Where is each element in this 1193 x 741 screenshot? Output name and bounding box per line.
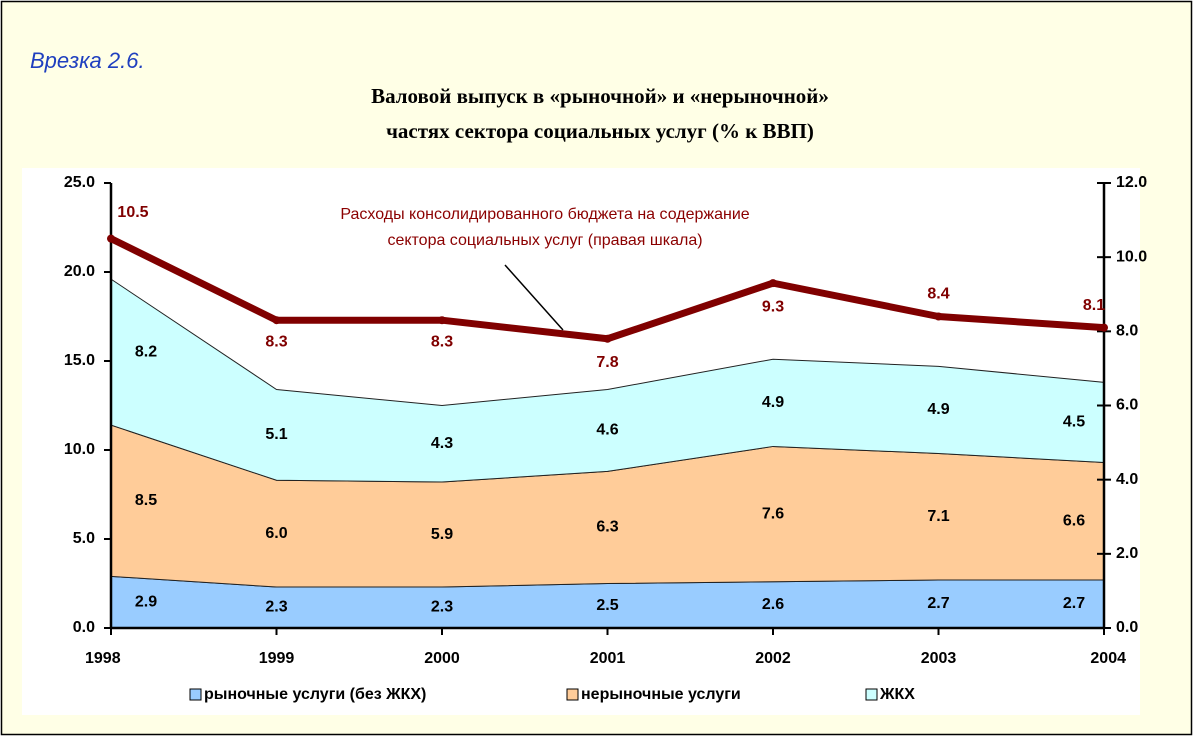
- data-label: 6.3: [596, 519, 618, 536]
- line-label: 8.4: [927, 286, 949, 303]
- legend-label: рыночные услуги (без ЖКХ): [204, 686, 426, 703]
- chart-title: Валовой выпуск в «рыночной» и «нерыночно…: [371, 84, 829, 108]
- data-label: 4.9: [927, 401, 949, 418]
- box-title: Врезка 2.6.: [30, 48, 145, 73]
- line-label: 8.3: [265, 333, 287, 350]
- data-label: 4.6: [596, 422, 618, 439]
- line-point: [1100, 323, 1108, 332]
- data-label: 2.7: [927, 595, 949, 612]
- x-tick-label: 2004: [1090, 650, 1126, 667]
- legend-label: ЖКХ: [879, 686, 915, 703]
- data-label: 2.6: [762, 596, 784, 613]
- y2-tick-label: 4.0: [1116, 471, 1138, 488]
- y-tick-label: 15.0: [64, 352, 95, 369]
- x-tick-label: 2002: [755, 650, 791, 667]
- annotation: Расходы консолидированного бюджета на со…: [340, 206, 749, 223]
- line-point: [769, 279, 777, 288]
- chart-title: частях сектора социальных услуг (% к ВВП…: [386, 119, 814, 143]
- data-label: 7.6: [762, 505, 784, 522]
- data-label: 4.9: [762, 394, 784, 411]
- line-point: [603, 334, 612, 343]
- data-label: 6.0: [265, 525, 287, 542]
- y2-tick-label: 10.0: [1116, 248, 1147, 265]
- line-point: [272, 316, 281, 325]
- line-label: 8.1: [1083, 297, 1105, 314]
- legend-swatch: [566, 688, 579, 701]
- y2-tick-label: 2.0: [1116, 545, 1138, 562]
- line-point: [107, 234, 115, 243]
- data-label: 5.1: [265, 426, 287, 443]
- line-point: [438, 316, 446, 325]
- y2-tick-label: 6.0: [1116, 397, 1138, 414]
- line-label: 10.5: [117, 204, 148, 221]
- line-point: [934, 312, 943, 321]
- legend-swatch: [865, 688, 878, 701]
- y2-tick-label: 12.0: [1116, 174, 1147, 191]
- data-label: 2.3: [431, 599, 453, 616]
- legend-label: нерыночные услуги: [581, 686, 741, 703]
- data-label: 8.5: [135, 492, 157, 509]
- y-tick-label: 20.0: [64, 263, 95, 280]
- line-label: 8.3: [431, 333, 453, 350]
- data-label: 2.3: [265, 599, 287, 616]
- data-label: 2.7: [1063, 595, 1085, 612]
- y2-tick-label: 8.0: [1116, 323, 1138, 340]
- data-label: 8.2: [135, 343, 157, 360]
- y-tick-label: 10.0: [64, 441, 95, 458]
- data-label: 4.3: [431, 435, 453, 452]
- legend-swatch: [189, 688, 202, 701]
- data-label: 7.1: [927, 508, 949, 525]
- x-tick-label: 1999: [259, 650, 295, 667]
- x-tick-label: 2001: [590, 650, 626, 667]
- data-label: 2.5: [596, 597, 618, 614]
- annotation: сектора социальных услуг (правая шкала): [387, 232, 702, 249]
- x-tick-label: 2000: [424, 650, 460, 667]
- y-tick-label: 0.0: [73, 619, 95, 636]
- data-label: 4.5: [1063, 414, 1085, 431]
- y-tick-label: 5.0: [73, 530, 95, 547]
- x-tick-label: 2003: [921, 650, 957, 667]
- data-label: 6.6: [1063, 512, 1085, 529]
- data-label: 5.9: [431, 526, 453, 543]
- line-label: 7.8: [596, 354, 618, 371]
- data-label: 2.9: [135, 593, 157, 610]
- x-tick-label: 1998: [85, 650, 121, 667]
- line-label: 9.3: [762, 298, 784, 315]
- y-tick-label: 25.0: [64, 174, 95, 191]
- leader-line: [504, 264, 564, 331]
- y2-tick-label: 0.0: [1116, 619, 1138, 636]
